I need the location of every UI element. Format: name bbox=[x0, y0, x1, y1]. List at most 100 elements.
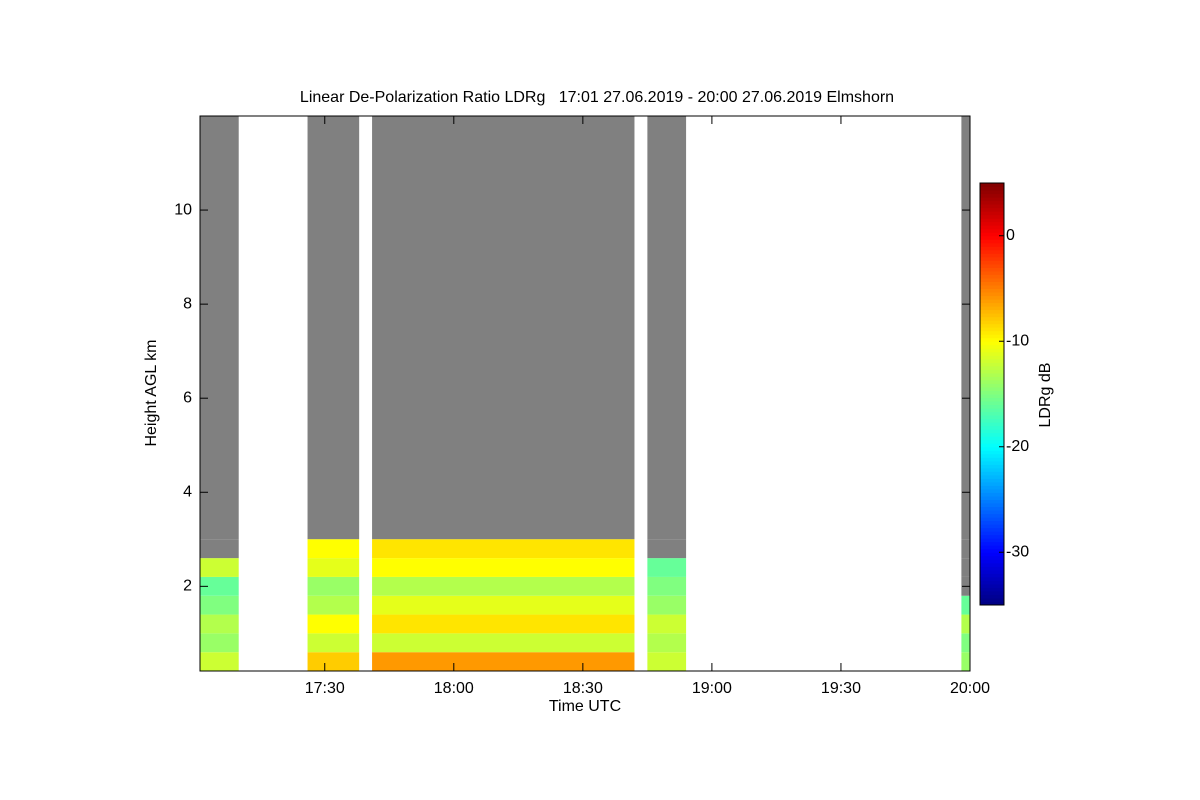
no-signal-region bbox=[647, 116, 687, 540]
ldr-cell bbox=[961, 633, 970, 653]
colorbar-band bbox=[980, 218, 1004, 223]
colorbar-band bbox=[980, 467, 1004, 472]
colorbar-band bbox=[980, 186, 1004, 191]
ldr-cell bbox=[961, 539, 970, 559]
colorbar-band bbox=[980, 439, 1004, 444]
y-tick-label: 8 bbox=[183, 295, 192, 312]
colorbar-band bbox=[980, 566, 1004, 571]
colorbar-band bbox=[980, 601, 1004, 606]
ldr-cell bbox=[372, 576, 635, 596]
colorbar-band bbox=[980, 232, 1004, 237]
colorbar-band bbox=[980, 358, 1004, 363]
colorbar-band bbox=[980, 524, 1004, 529]
colorbar-tick-label: -30 bbox=[1006, 543, 1029, 560]
y-tick-label: 2 bbox=[183, 578, 192, 595]
colorbar-band bbox=[980, 344, 1004, 349]
ldr-cell bbox=[307, 539, 360, 559]
colorbar-band bbox=[980, 464, 1004, 469]
colorbar-band bbox=[980, 436, 1004, 441]
ldr-cell bbox=[372, 633, 635, 653]
colorbar-band bbox=[980, 270, 1004, 275]
colorbar-band bbox=[980, 323, 1004, 328]
colorbar-band bbox=[980, 478, 1004, 483]
no-signal-region bbox=[307, 116, 360, 540]
colorbar-band bbox=[980, 386, 1004, 391]
colorbar-tick-label: -10 bbox=[1006, 332, 1029, 349]
colorbar-band bbox=[980, 211, 1004, 216]
colorbar-band bbox=[980, 288, 1004, 293]
colorbar-band bbox=[980, 337, 1004, 342]
ldr-cell bbox=[647, 558, 687, 577]
colorbar-band bbox=[980, 390, 1004, 395]
colorbar-band bbox=[980, 548, 1004, 553]
colorbar-band bbox=[980, 453, 1004, 458]
colorbar-band bbox=[980, 369, 1004, 374]
colorbar-band bbox=[980, 197, 1004, 202]
y-tick-label: 10 bbox=[174, 201, 192, 218]
ldr-cell bbox=[307, 595, 360, 615]
colorbar-band bbox=[980, 517, 1004, 522]
ldr-cell bbox=[200, 595, 239, 615]
colorbar-band bbox=[980, 207, 1004, 212]
colorbar-band bbox=[980, 460, 1004, 465]
colorbar-band bbox=[980, 552, 1004, 557]
colorbar-band bbox=[980, 488, 1004, 493]
colorbar-band bbox=[980, 284, 1004, 289]
colorbar-band bbox=[980, 446, 1004, 451]
colorbar-tick-label: -20 bbox=[1006, 438, 1029, 455]
ldr-cell bbox=[647, 614, 687, 634]
colorbar-band bbox=[980, 302, 1004, 307]
ldr-cell bbox=[200, 614, 239, 634]
ldr-cell bbox=[200, 558, 239, 577]
colorbar-band bbox=[980, 351, 1004, 356]
ldr-cell bbox=[372, 539, 635, 559]
colorbar-band bbox=[980, 183, 1004, 188]
colorbar-band bbox=[980, 573, 1004, 578]
colorbar-band bbox=[980, 432, 1004, 437]
colorbar-band bbox=[980, 379, 1004, 384]
colorbar-band bbox=[980, 327, 1004, 332]
colorbar-band bbox=[980, 401, 1004, 406]
ldr-cell bbox=[647, 633, 687, 653]
colorbar-band bbox=[980, 481, 1004, 486]
x-tick-label: 19:30 bbox=[821, 680, 861, 697]
colorbar-band bbox=[980, 425, 1004, 430]
colorbar-band bbox=[980, 200, 1004, 205]
ldr-cell bbox=[647, 576, 687, 596]
colorbar-label: LDRg dB bbox=[1037, 363, 1054, 428]
colorbar-band bbox=[980, 411, 1004, 416]
colorbar-band bbox=[980, 541, 1004, 546]
colorbar-band bbox=[980, 474, 1004, 479]
colorbar-band bbox=[980, 457, 1004, 462]
colorbar-band bbox=[980, 295, 1004, 300]
colorbar-band bbox=[980, 597, 1004, 602]
ldr-cell bbox=[200, 539, 239, 559]
colorbar-band bbox=[980, 365, 1004, 370]
ldr-cell bbox=[372, 558, 635, 577]
x-tick-label: 18:30 bbox=[563, 680, 603, 697]
colorbar-tick-label: 0 bbox=[1006, 227, 1015, 244]
ldr-cell bbox=[307, 576, 360, 596]
ldr-cell bbox=[307, 558, 360, 577]
colorbar-band bbox=[980, 397, 1004, 402]
colorbar-band bbox=[980, 313, 1004, 318]
ldr-cell bbox=[961, 558, 970, 577]
colorbar-band bbox=[980, 330, 1004, 335]
colorbar-band bbox=[980, 510, 1004, 515]
colorbar-band bbox=[980, 383, 1004, 388]
colorbar-band bbox=[980, 221, 1004, 226]
ldr-cell bbox=[961, 595, 970, 615]
colorbar-band bbox=[980, 372, 1004, 377]
colorbar-band bbox=[980, 538, 1004, 543]
y-axis-label: Height AGL km bbox=[143, 339, 160, 446]
no-signal-region bbox=[200, 116, 239, 540]
colorbar-band bbox=[980, 246, 1004, 251]
colorbar-band bbox=[980, 562, 1004, 567]
x-tick-label: 17:30 bbox=[305, 680, 345, 697]
colorbar-band bbox=[980, 260, 1004, 265]
colorbar-band bbox=[980, 348, 1004, 353]
ldr-cell bbox=[307, 633, 360, 653]
colorbar-band bbox=[980, 527, 1004, 532]
colorbar-band bbox=[980, 249, 1004, 254]
